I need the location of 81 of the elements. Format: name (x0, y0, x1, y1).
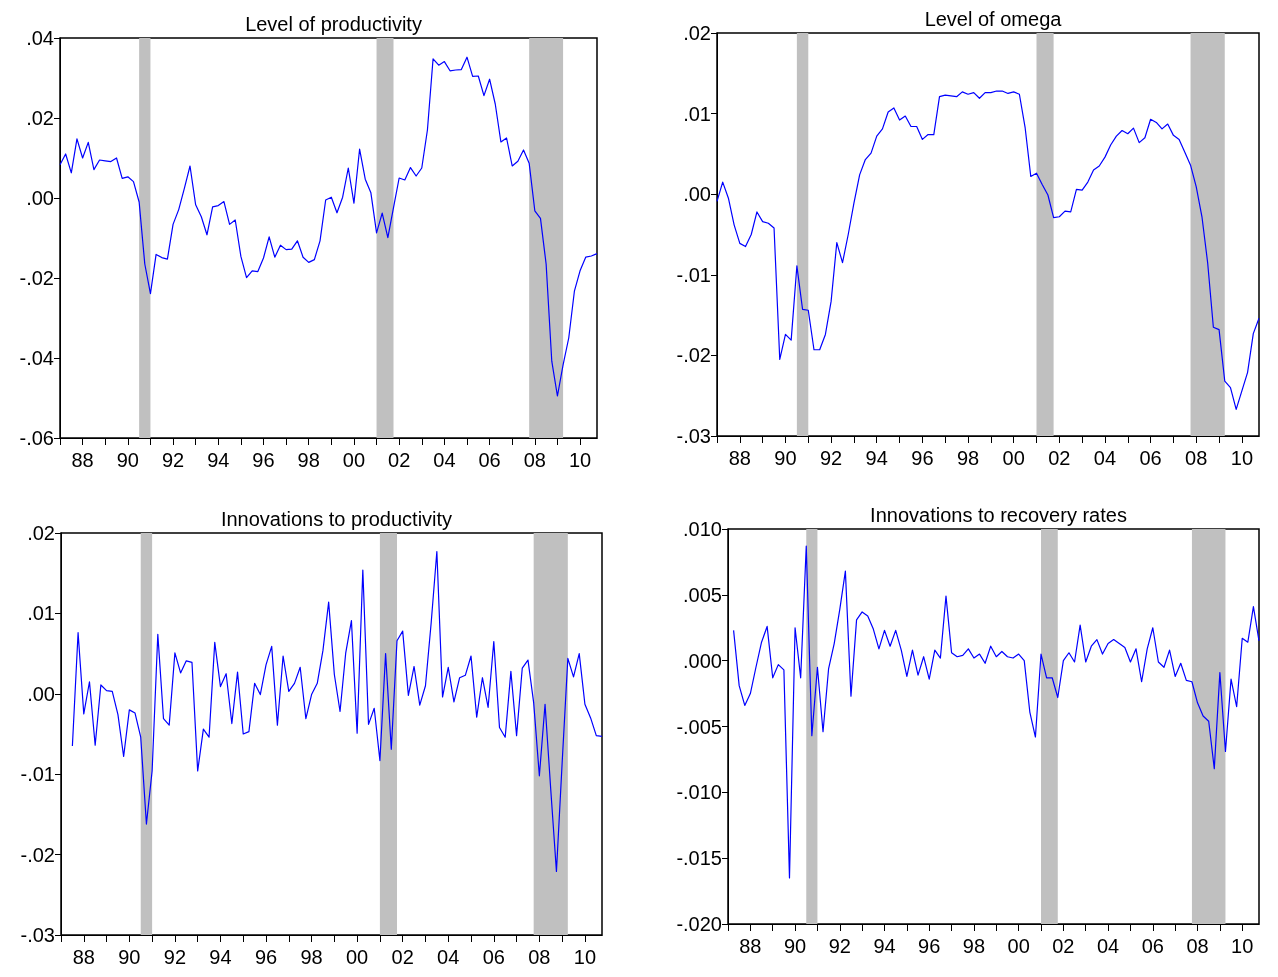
y-tick-label: .005 (683, 583, 722, 606)
x-tick-label: 96 (911, 447, 934, 469)
x-tick-label: 08 (523, 449, 546, 471)
x-tick-label: 00 (342, 449, 366, 471)
y-tick-label: -.03 (676, 425, 711, 447)
x-tick-label: 94 (209, 946, 232, 968)
x-tick-label: 92 (828, 935, 851, 957)
x-tick-label: 04 (1096, 935, 1120, 957)
x-tick-label: 06 (482, 946, 505, 968)
x-tick-label: 90 (783, 935, 807, 957)
x-tick-label: 88 (728, 447, 751, 469)
x-tick-label: 88 (72, 946, 95, 968)
x-tick-label: 98 (297, 449, 320, 471)
y-tick-label: -.06 (19, 427, 54, 449)
y-tick-label: .04 (26, 27, 54, 49)
x-tick-label: 98 (956, 447, 980, 469)
x-tick-label: 90 (774, 447, 797, 469)
x-tick-label: 06 (1141, 935, 1164, 957)
x-tick-label: 94 (865, 447, 888, 469)
x-tick-label: 02 (1048, 447, 1071, 469)
line-series (59, 56, 598, 397)
y-tick-label: -.03 (20, 924, 55, 946)
y-tick-label: .01 (683, 102, 711, 125)
y-tick-label: -.02 (19, 267, 54, 289)
y-tick-label: -.02 (676, 344, 711, 367)
chart-title: Innovations to productivity (220, 508, 453, 530)
y-tick-label: .01 (27, 602, 55, 625)
y-tick-label: .00 (26, 187, 54, 209)
x-tick-label: 06 (478, 449, 501, 471)
x-tick-label: 02 (1052, 935, 1075, 957)
y-tick-label: .000 (683, 649, 722, 672)
x-tick-label: 10 (1231, 935, 1254, 957)
line-series (716, 90, 1260, 410)
line-series (732, 545, 1260, 879)
x-tick-label: 88 (739, 935, 762, 957)
chart-title: Level of omega (924, 8, 1063, 30)
x-tick-label: 98 (300, 946, 323, 968)
x-tick-label: 08 (1186, 935, 1209, 957)
y-tick-label: .00 (683, 183, 711, 206)
y-tick-label: .02 (683, 22, 711, 44)
line-series (71, 550, 603, 873)
x-tick-label: 02 (391, 946, 414, 968)
x-tick-label: 98 (962, 935, 986, 957)
x-tick-label: 92 (161, 449, 185, 471)
chart-title: Level of productivity (245, 13, 422, 35)
y-tick-label: .02 (27, 522, 55, 544)
x-tick-label: 92 (163, 946, 187, 968)
x-tick-label: 04 (1093, 447, 1117, 469)
y-tick-label: -.010 (676, 781, 722, 804)
y-tick-label: .02 (26, 107, 54, 129)
y-tick-label: .010 (683, 518, 722, 540)
x-tick-label: 00 (346, 946, 369, 968)
y-tick-label: -.02 (20, 843, 55, 866)
x-tick-label: 94 (873, 935, 896, 957)
x-tick-label: 90 (118, 946, 141, 968)
x-tick-label: 90 (116, 449, 139, 471)
x-tick-label: 96 (918, 935, 941, 957)
x-tick-label: 96 (252, 449, 275, 471)
x-tick-label: 94 (207, 449, 230, 471)
x-tick-label: 04 (437, 946, 460, 968)
y-tick-label: -.015 (676, 847, 722, 870)
x-tick-label: 06 (1139, 447, 1162, 469)
x-tick-label: 10 (568, 449, 592, 471)
x-tick-label: 88 (71, 449, 94, 471)
x-tick-label: 00 (1007, 935, 1030, 957)
chart-title: Innovations to recovery rates (870, 504, 1127, 526)
y-tick-label: -.01 (676, 263, 711, 286)
x-tick-label: 02 (388, 449, 411, 471)
x-tick-label: 10 (573, 946, 597, 968)
x-tick-label: 08 (528, 946, 551, 968)
x-tick-label: 04 (433, 449, 456, 471)
y-tick-label: -.01 (20, 763, 55, 786)
x-tick-label: 08 (1185, 447, 1208, 469)
y-tick-label: -.04 (19, 347, 54, 369)
y-tick-label: .00 (27, 682, 55, 705)
y-tick-label: -.005 (676, 715, 722, 738)
y-tick-label: -.020 (676, 913, 722, 935)
x-tick-label: 96 (254, 946, 278, 968)
x-tick-label: 00 (1002, 447, 1025, 469)
x-tick-label: 10 (1230, 447, 1254, 469)
x-tick-label: 92 (819, 447, 843, 469)
